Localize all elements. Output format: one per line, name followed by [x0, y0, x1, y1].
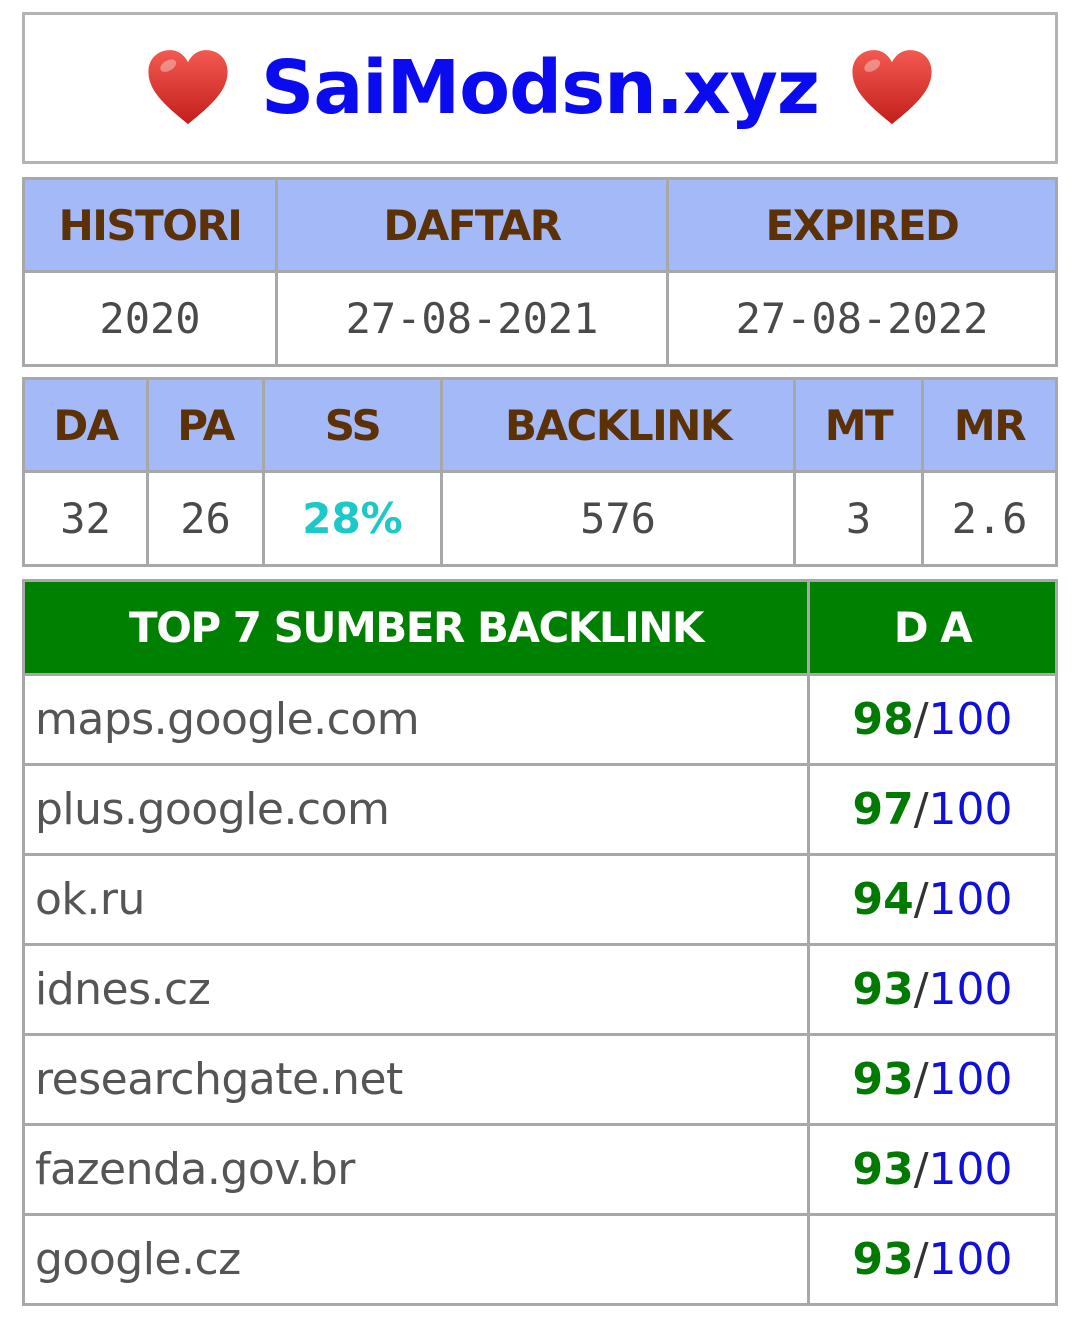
backlink-site: google.cz [22, 1213, 810, 1306]
value-pa: 26 [146, 470, 265, 567]
header-expired: EXPIRED [666, 177, 1058, 273]
value-expired: 27-08-2022 [666, 270, 1058, 367]
backlink-score: 93/100 [807, 1213, 1058, 1306]
metrics-table: DA PA SS BACKLINK MT MR 32 26 28% 576 3 … [22, 377, 1058, 567]
score-separator: / [913, 1234, 929, 1285]
backlink-score: 93/100 [807, 1123, 1058, 1216]
score-max: 100 [928, 1144, 1013, 1195]
table-row: plus.google.com 97/100 [22, 763, 1058, 856]
value-ss: 28% [262, 470, 443, 567]
site-title: SaiModsn.xyz [261, 45, 820, 131]
backlink-score: 97/100 [807, 763, 1058, 856]
table-row: researchgate.net 93/100 [22, 1033, 1058, 1126]
backlink-site: maps.google.com [22, 673, 810, 766]
header-pa: PA [146, 377, 265, 473]
backlink-score: 93/100 [807, 943, 1058, 1036]
value-mt: 3 [793, 470, 924, 567]
score-max: 100 [928, 1054, 1013, 1105]
score-separator: / [913, 694, 929, 745]
metrics-value-row: 32 26 28% 576 3 2.6 [22, 470, 1058, 567]
score-value: 97 [852, 784, 914, 835]
domain-info-value-row: 2020 27-08-2021 27-08-2022 [22, 270, 1058, 367]
score-max: 100 [928, 694, 1013, 745]
backlink-site: idnes.cz [22, 943, 810, 1036]
top-backlinks-table: TOP 7 SUMBER BACKLINK D A maps.google.co… [22, 579, 1058, 1306]
score-max: 100 [928, 784, 1013, 835]
value-daftar: 27-08-2021 [275, 270, 669, 367]
value-histori: 2020 [22, 270, 278, 367]
backlink-site: plus.google.com [22, 763, 810, 856]
score-max: 100 [928, 964, 1013, 1015]
metrics-header-row: DA PA SS BACKLINK MT MR [22, 377, 1058, 473]
score-separator: / [913, 784, 929, 835]
score-max: 100 [928, 874, 1013, 925]
table-row: google.cz 93/100 [22, 1213, 1058, 1306]
table-row: idnes.cz 93/100 [22, 943, 1058, 1036]
score-separator: / [913, 874, 929, 925]
backlink-score: 98/100 [807, 673, 1058, 766]
header-backlink: BACKLINK [440, 377, 796, 473]
site-title-banner: SaiModsn.xyz [22, 12, 1058, 164]
score-value: 93 [852, 1054, 914, 1105]
value-mr: 2.6 [921, 470, 1058, 567]
backlink-score: 93/100 [807, 1033, 1058, 1126]
score-separator: / [913, 964, 929, 1015]
value-backlink: 576 [440, 470, 796, 567]
table-row: ok.ru 94/100 [22, 853, 1058, 946]
score-value: 93 [852, 964, 914, 1015]
header-histori: HISTORI [22, 177, 278, 273]
table-row: fazenda.gov.br 93/100 [22, 1123, 1058, 1216]
heart-icon [148, 50, 228, 125]
header-top-sources: TOP 7 SUMBER BACKLINK [22, 579, 810, 676]
score-value: 98 [852, 694, 914, 745]
score-separator: / [913, 1144, 929, 1195]
score-max: 100 [928, 1234, 1013, 1285]
backlink-site: fazenda.gov.br [22, 1123, 810, 1216]
backlink-score: 94/100 [807, 853, 1058, 946]
header-daftar: DAFTAR [275, 177, 669, 273]
domain-info-table: HISTORI DAFTAR EXPIRED 2020 27-08-2021 2… [22, 177, 1058, 367]
backlinks-header-row: TOP 7 SUMBER BACKLINK D A [22, 579, 1058, 676]
header-mr: MR [921, 377, 1058, 473]
backlink-site: researchgate.net [22, 1033, 810, 1126]
header-da: DA [22, 377, 149, 473]
table-row: maps.google.com 98/100 [22, 673, 1058, 766]
score-value: 93 [852, 1144, 914, 1195]
score-value: 94 [852, 874, 914, 925]
header-da-score: D A [807, 579, 1058, 676]
backlink-site: ok.ru [22, 853, 810, 946]
heart-icon [852, 50, 932, 125]
domain-info-header-row: HISTORI DAFTAR EXPIRED [22, 177, 1058, 273]
score-separator: / [913, 1054, 929, 1105]
score-value: 93 [852, 1234, 914, 1285]
header-mt: MT [793, 377, 924, 473]
header-ss: SS [262, 377, 443, 473]
value-da: 32 [22, 470, 149, 567]
